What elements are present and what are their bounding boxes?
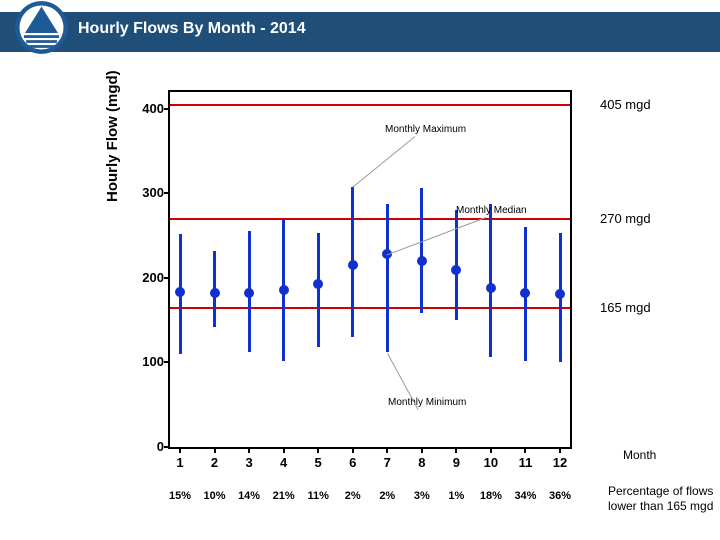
y-tick [164, 108, 170, 110]
percentage-value: 2% [337, 490, 369, 502]
reference-label: 270 mgd [600, 211, 651, 226]
range-bar [489, 204, 492, 358]
percentage-value: 10% [199, 490, 231, 502]
range-bar [317, 233, 320, 347]
x-tick [559, 447, 561, 453]
x-tick [386, 447, 388, 453]
plot-area: Monthly Maximum Monthly Median Monthly Min… [170, 92, 570, 447]
y-axis-title: Hourly Flow (mgd) [104, 70, 121, 202]
reference-label: 405 mgd [600, 97, 651, 112]
x-tick-label: 10 [476, 455, 506, 470]
annotation-arrow [387, 217, 486, 255]
y-tick-label: 100 [124, 354, 164, 369]
chart-annotation: Monthly Median [456, 205, 527, 216]
x-tick [421, 447, 423, 453]
x-tick [248, 447, 250, 453]
median-dot [451, 265, 461, 275]
percentage-value: 1% [440, 490, 472, 502]
y-tick [164, 277, 170, 279]
y-tick-label: 0 [124, 439, 164, 454]
x-tick-label: 3 [234, 455, 264, 470]
median-dot [417, 256, 427, 266]
y-tick [164, 446, 170, 448]
x-tick [490, 447, 492, 453]
x-tick-label: 12 [545, 455, 575, 470]
x-axis-caption: Month [623, 448, 656, 462]
percentage-value: 3% [406, 490, 438, 502]
median-dot [348, 260, 358, 270]
reference-line [170, 218, 570, 220]
range-bar [420, 188, 423, 313]
page-title: Hourly Flows By Month - 2014 [78, 20, 306, 38]
percentage-value: 36% [544, 490, 576, 502]
y-tick [164, 192, 170, 194]
percentage-value: 34% [509, 490, 541, 502]
y-tick [164, 361, 170, 363]
x-tick-label: 6 [338, 455, 368, 470]
x-tick [455, 447, 457, 453]
x-tick-label: 1 [165, 455, 195, 470]
org-logo [14, 0, 69, 55]
x-tick [179, 447, 181, 453]
median-dot [279, 285, 289, 295]
reference-line [170, 307, 570, 309]
median-dot [486, 283, 496, 293]
reference-label: 165 mgd [600, 300, 651, 315]
percentage-value: 18% [475, 490, 507, 502]
percentage-value: 21% [268, 490, 300, 502]
median-dot [555, 289, 565, 299]
median-dot [520, 288, 530, 298]
x-tick-label: 2 [200, 455, 230, 470]
x-tick [214, 447, 216, 453]
median-dot [175, 287, 185, 297]
x-tick-label: 8 [407, 455, 437, 470]
y-tick-label: 200 [124, 270, 164, 285]
median-dot [313, 279, 323, 289]
x-tick-label: 11 [510, 455, 540, 470]
median-dot [210, 288, 220, 298]
plot-border [168, 90, 572, 449]
percentage-value: 15% [164, 490, 196, 502]
percentage-value: 11% [302, 490, 334, 502]
range-bar [386, 204, 389, 353]
annotation-arrow [352, 136, 415, 187]
x-tick [283, 447, 285, 453]
y-tick-label: 300 [124, 185, 164, 200]
median-dot [244, 288, 254, 298]
reference-line [170, 104, 570, 106]
chart-annotation: Monthly Maximum [385, 124, 466, 135]
x-tick-label: 4 [269, 455, 299, 470]
chart-annotation: Monthly Minimum [388, 397, 466, 408]
flow-chart: Hourly Flow (mgd) Monthly MaximumMonthly… [100, 82, 580, 482]
x-tick-label: 7 [372, 455, 402, 470]
percentage-value: 14% [233, 490, 265, 502]
x-tick-label: 5 [303, 455, 333, 470]
percentage-caption: Percentage of flows lower than 165 mgd [608, 484, 718, 514]
x-tick [352, 447, 354, 453]
x-tick [524, 447, 526, 453]
y-tick-label: 400 [124, 101, 164, 116]
x-tick [317, 447, 319, 453]
percentage-value: 2% [371, 490, 403, 502]
x-tick-label: 9 [441, 455, 471, 470]
